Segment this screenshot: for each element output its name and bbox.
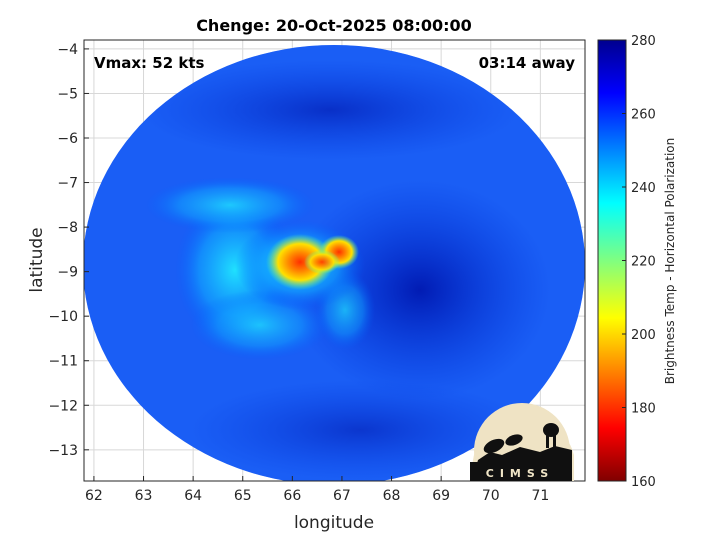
x-tick-label: 69 [432, 488, 450, 504]
logo-text: CIMSS [486, 467, 554, 480]
colorbar-tick-label: 160 [631, 475, 656, 490]
x-tick-label: 63 [135, 488, 153, 504]
x-tick-label: 62 [85, 488, 103, 504]
y-tick-label: −9 [57, 265, 78, 281]
y-axis-ticks: −4 −5 −6 −7 −8 −9 −10 −11 −12 −13 [48, 42, 89, 459]
x-tick-label: 67 [333, 488, 351, 504]
chart-title: Chenge: 20-Oct-2025 08:00:00 [196, 16, 472, 35]
colorbar-tick-label: 280 [631, 34, 656, 49]
colorbar-tick-label: 220 [631, 255, 656, 270]
x-axis-label: longitude [294, 513, 374, 533]
colorbar-tick-label: 260 [631, 108, 656, 123]
colorbar-tick-label: 180 [631, 402, 656, 417]
x-tick-label: 65 [234, 488, 252, 504]
y-tick-label: −6 [57, 131, 78, 147]
x-tick-label: 71 [531, 488, 549, 504]
colorbar [597, 39, 627, 482]
x-tick-label: 70 [482, 488, 500, 504]
vmax-annotation: Vmax: 52 kts [94, 54, 204, 72]
colorbar-label: Brightness Temp - Horizontal Polarizatio… [663, 138, 677, 385]
cold-core-main [266, 234, 334, 290]
y-tick-label: −13 [48, 443, 78, 459]
colorbar-tick-label: 200 [631, 328, 656, 343]
cold-core-bridge [304, 250, 340, 274]
y-tick-label: −5 [57, 86, 78, 102]
y-axis-label: latitude [27, 227, 47, 292]
x-axis-ticks: 62 63 64 65 66 67 68 69 70 71 [85, 476, 549, 504]
axes-frame [83, 39, 586, 482]
y-tick-label: −12 [48, 398, 78, 414]
y-tick-label: −11 [48, 354, 78, 370]
dark-region-south [190, 380, 530, 480]
x-tick-label: 68 [383, 488, 401, 504]
x-tick-label: 64 [184, 488, 202, 504]
y-tick-label: −10 [48, 309, 78, 325]
colorbar-tick-label: 240 [631, 181, 656, 196]
y-tick-label: −4 [57, 42, 78, 58]
cimss-logo: CIMSS [470, 403, 574, 481]
y-tick-label: −7 [57, 176, 78, 192]
dark-region-north [140, 60, 520, 160]
y-tick-label: −8 [57, 220, 78, 236]
x-tick-label: 66 [283, 488, 301, 504]
time-away-annotation: 03:14 away [479, 54, 576, 72]
rainband-north [145, 177, 315, 233]
colorbar-ticks: 160 180 200 220 240 260 280 [622, 34, 656, 490]
